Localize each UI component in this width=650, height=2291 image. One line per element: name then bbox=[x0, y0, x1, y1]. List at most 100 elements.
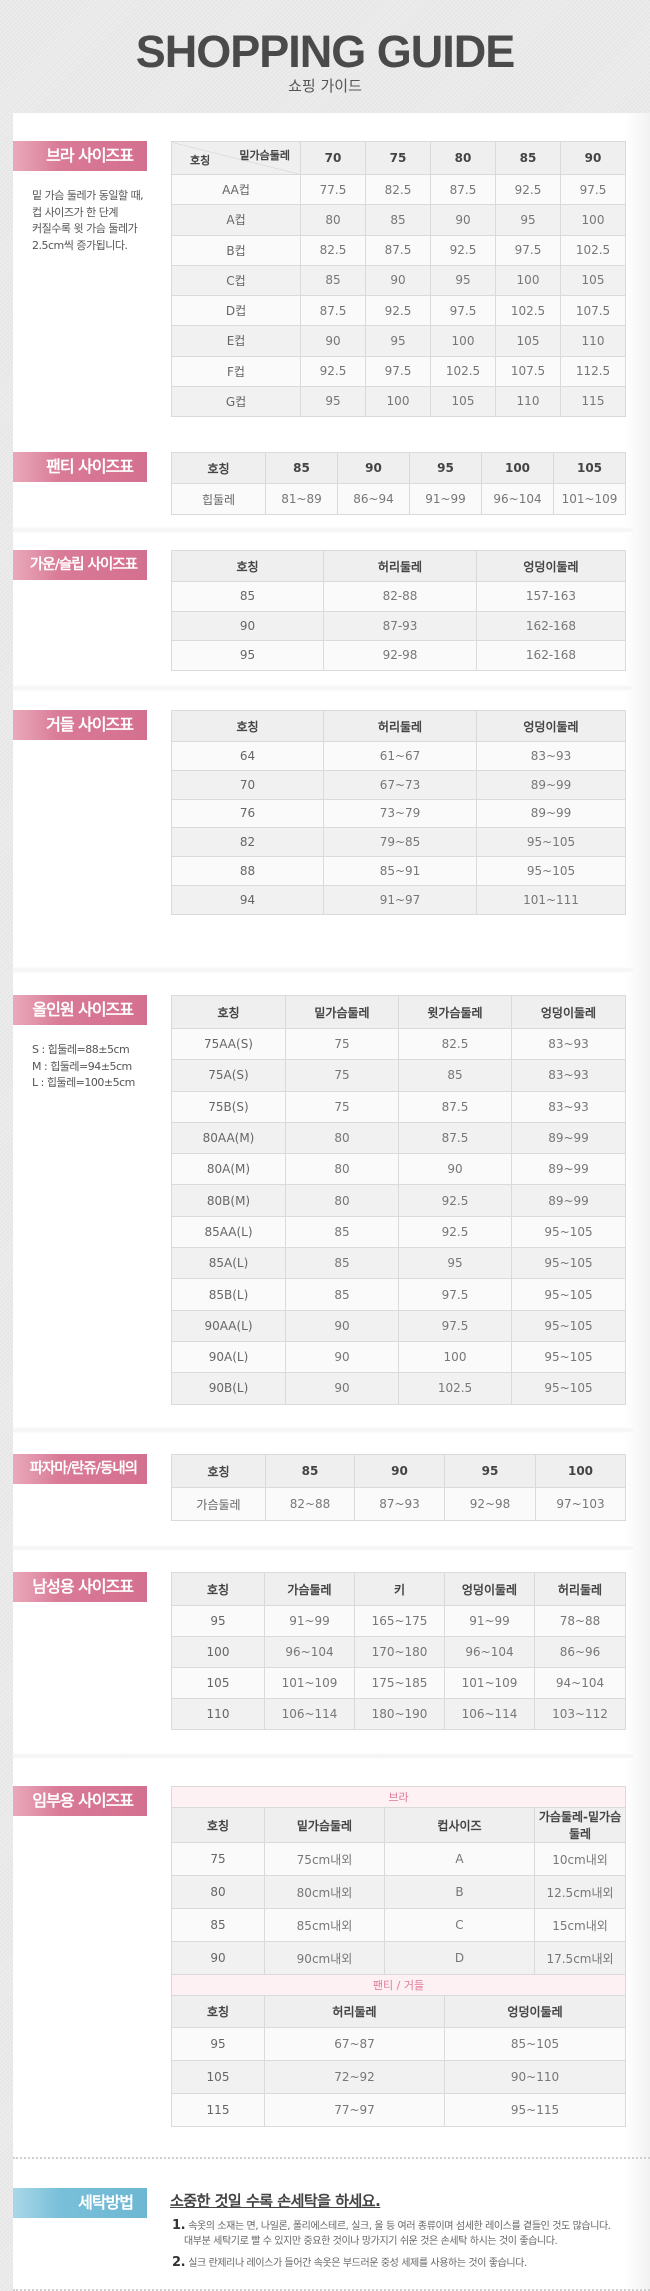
table-row: 90 87-93 162-168 bbox=[171, 610, 626, 641]
item-number: 1. bbox=[172, 2218, 186, 2233]
table-row: 80B(M) 80 92.5 89~99 bbox=[171, 1184, 626, 1217]
table-cell: 106~114 bbox=[264, 1698, 355, 1730]
table-row: 75B(S) 75 87.5 83~93 bbox=[171, 1090, 626, 1123]
row-label-cell: 80A(M) bbox=[171, 1153, 286, 1186]
table-header-row: 호칭 밑가슴둘레 컵사이즈 가슴둘레-밑가슴둘레 bbox=[171, 1807, 627, 1843]
table-row: 80AA(M) 80 87.5 89~99 bbox=[171, 1121, 626, 1155]
divider bbox=[13, 2157, 650, 2159]
row-label-cell: G컵 bbox=[171, 385, 301, 418]
table-row: G컵 95 100 105 110 115 bbox=[171, 385, 626, 418]
table-cell: 92.5 bbox=[365, 294, 431, 327]
row-label-cell: 70 bbox=[171, 769, 324, 800]
table-cell: 162-168 bbox=[476, 610, 626, 641]
table-cell: 17.5cm내외 bbox=[533, 1941, 627, 1975]
table-cell: 95~105 bbox=[476, 856, 626, 886]
table-cell: 110 bbox=[560, 325, 626, 357]
table-cell: 75cm내외 bbox=[264, 1842, 385, 1876]
header-label-top: 밑가슴둘레 bbox=[239, 149, 290, 162]
table-cell: 96~104 bbox=[444, 1636, 535, 1668]
table-cell: 15cm내외 bbox=[533, 1908, 627, 1942]
note-line: 밑 가슴 둘레가 동일할 때, bbox=[32, 189, 144, 202]
table-cell: 91~99 bbox=[264, 1605, 355, 1637]
table-row: 115 77~97 95~115 bbox=[171, 2093, 627, 2127]
column-header: 90 bbox=[337, 452, 410, 484]
table-row: 70 67~73 89~99 bbox=[171, 769, 626, 800]
table-row: 힙둘레 81~89 86~94 91~99 96~104 101~109 bbox=[171, 483, 626, 515]
row-label-cell: 95 bbox=[171, 640, 324, 671]
row-label-cell: 힙둘레 bbox=[171, 483, 266, 515]
table-cell: 86~96 bbox=[534, 1636, 626, 1668]
table-cell: 92.5 bbox=[430, 234, 496, 266]
table-cell: 97.5 bbox=[398, 1278, 512, 1311]
table-cell: 85 bbox=[398, 1059, 512, 1092]
table-cell: 80 bbox=[300, 204, 366, 236]
column-header: 90 bbox=[560, 141, 626, 175]
column-header: 80 bbox=[430, 141, 496, 175]
table-cell: 87.5 bbox=[430, 173, 496, 206]
page-subtitle: 쇼핑 가이드 bbox=[288, 77, 362, 95]
row-label-cell: C컵 bbox=[171, 264, 301, 297]
table-row: 80 80cm내외 B 12.5cm내외 bbox=[171, 1875, 627, 1909]
table-row: 85B(L) 85 97.5 95~105 bbox=[171, 1278, 626, 1311]
table-cell: 92.5 bbox=[398, 1184, 512, 1217]
row-label-cell: 90A(L) bbox=[171, 1340, 286, 1374]
column-header: 호칭 bbox=[171, 452, 266, 484]
note-line: S : 힙둘레=88±5cm bbox=[32, 1043, 130, 1056]
row-label-cell: 95 bbox=[171, 1605, 265, 1637]
table-cell: 101~109 bbox=[264, 1667, 355, 1699]
row-label-cell: 105 bbox=[171, 1667, 265, 1699]
table-cell: 95~105 bbox=[511, 1309, 626, 1342]
table-row: 88 85~91 95~105 bbox=[171, 856, 626, 886]
column-header: 엉덩이둘레 bbox=[444, 1572, 535, 1606]
table-cell: 95 bbox=[430, 264, 496, 297]
section-label: 남성용 사이즈표 bbox=[13, 1572, 147, 1602]
section-label: 브라 사이즈표 bbox=[13, 141, 147, 171]
table-cell: 79~85 bbox=[323, 827, 477, 858]
table-cell: 97.5 bbox=[430, 294, 496, 327]
table-cell: 83~93 bbox=[476, 741, 626, 771]
table-cell: 102.5 bbox=[430, 355, 496, 387]
table-cell: 81~89 bbox=[265, 483, 338, 515]
size-table: 호칭 가슴둘레 키 엉덩이둘레 허리둘레 95 91~99 165~175 91~99 78~88… bbox=[171, 1572, 626, 1730]
row-label-cell: 82 bbox=[171, 827, 324, 858]
table-cell: 105 bbox=[560, 264, 626, 297]
row-label-cell: 85A(L) bbox=[171, 1247, 286, 1280]
table-cell: 90 bbox=[285, 1340, 399, 1374]
table-cell: 95 bbox=[398, 1247, 512, 1280]
table-cell: 10cm내외 bbox=[533, 1842, 627, 1876]
table-cell: 90 bbox=[398, 1153, 512, 1186]
column-header: 호칭 bbox=[171, 1572, 265, 1606]
table-cell: 97.5 bbox=[495, 234, 561, 266]
table-row: 82 79~85 95~105 bbox=[171, 827, 626, 858]
section-divider bbox=[13, 1426, 633, 1434]
note-line: 2.5cm씩 증가됩니다. bbox=[32, 238, 128, 252]
row-label-cell: E컵 bbox=[171, 325, 301, 357]
table-row: 95 67~87 85~105 bbox=[171, 2027, 627, 2061]
table-cell: 89~99 bbox=[511, 1184, 626, 1217]
table-row: 90B(L) 90 102.5 95~105 bbox=[171, 1372, 626, 1405]
table-cell: 100 bbox=[495, 264, 561, 297]
item-text: 실크 란제리나 레이스가 들어간 속옷은 부드러운 중성 세제를 사용하는 것이… bbox=[188, 2258, 527, 2269]
column-header: 85 bbox=[495, 141, 561, 175]
column-header: 허리둘레 bbox=[264, 1995, 445, 2028]
table-cell: 96~104 bbox=[264, 1636, 355, 1668]
column-header: 호칭 bbox=[171, 1995, 265, 2028]
table-cell: 82.5 bbox=[300, 234, 366, 266]
page-header: SHOPPING GUIDE 쇼핑 가이드 bbox=[0, 0, 650, 113]
row-label-cell: 85B(L) bbox=[171, 1278, 286, 1311]
table-cell: D bbox=[384, 1941, 535, 1975]
section-divider bbox=[13, 966, 633, 974]
row-label-cell: AA컵 bbox=[171, 173, 301, 206]
row-label-cell: 80AA(M) bbox=[171, 1121, 286, 1155]
section-label: 팬티 사이즈표 bbox=[13, 452, 147, 482]
table-cell: 110 bbox=[495, 385, 561, 418]
table-cell: 95~105 bbox=[511, 1278, 626, 1311]
table-cell: 85~91 bbox=[323, 856, 477, 886]
row-label-cell: 80 bbox=[171, 1875, 265, 1909]
table-cell: 91~99 bbox=[444, 1605, 535, 1637]
table-row: A컵 80 85 90 95 100 bbox=[171, 204, 626, 236]
section-divider bbox=[13, 1544, 633, 1552]
row-label-cell: 75A(S) bbox=[171, 1059, 286, 1092]
table-header-row: 호칭 가슴둘레 키 엉덩이둘레 허리둘레 bbox=[171, 1572, 626, 1606]
table-cell: 96~104 bbox=[481, 483, 554, 515]
